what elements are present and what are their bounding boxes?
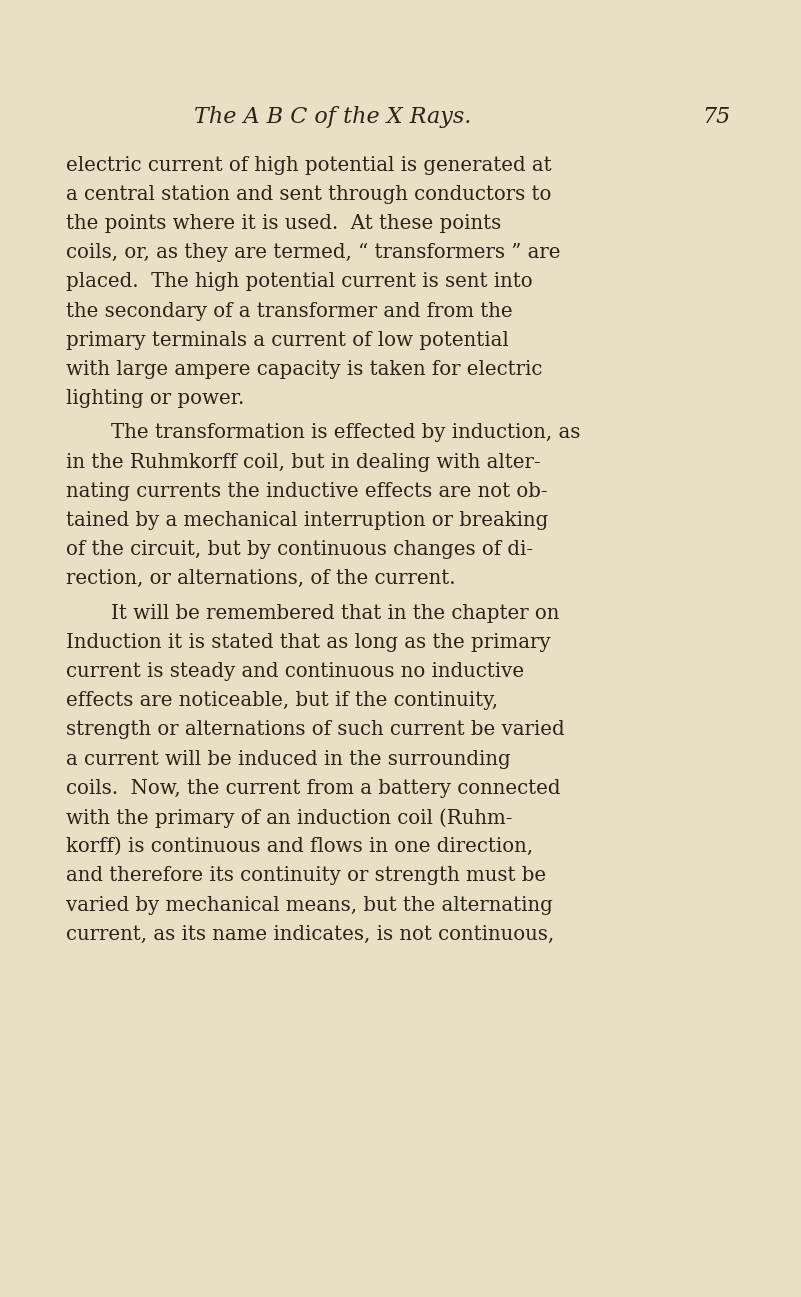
Text: electric current of high potential is generated at: electric current of high potential is ge… (66, 156, 551, 175)
Text: with the primary of an induction coil (Ruhm-: with the primary of an induction coil (R… (66, 808, 512, 827)
Text: the secondary of a transformer and from the: the secondary of a transformer and from … (66, 301, 513, 320)
Text: the points where it is used.  At these points: the points where it is used. At these po… (66, 214, 501, 233)
Text: It will be remembered that in the chapter on: It will be remembered that in the chapte… (111, 603, 559, 623)
Text: coils, or, as they are termed, “ transformers ” are: coils, or, as they are termed, “ transfo… (66, 243, 560, 262)
Text: effects are noticeable, but if the continuity,: effects are noticeable, but if the conti… (66, 691, 497, 711)
Text: nating currents the inductive effects are not ob-: nating currents the inductive effects ar… (66, 481, 547, 501)
Text: lighting or power.: lighting or power. (66, 389, 244, 409)
Text: placed.  The high potential current is sent into: placed. The high potential current is se… (66, 272, 533, 292)
Text: current, as its name indicates, is not continuous,: current, as its name indicates, is not c… (66, 925, 554, 944)
Text: a current will be induced in the surrounding: a current will be induced in the surroun… (66, 750, 510, 769)
Text: and therefore its continuity or strength must be: and therefore its continuity or strength… (66, 866, 545, 886)
Text: primary terminals a current of low potential: primary terminals a current of low poten… (66, 331, 509, 350)
Text: The A B C of the X Rays.: The A B C of the X Rays. (194, 106, 471, 128)
Text: tained by a mechanical interruption or breaking: tained by a mechanical interruption or b… (66, 511, 548, 530)
Text: in the Ruhmkorff coil, but in dealing with alter-: in the Ruhmkorff coil, but in dealing wi… (66, 453, 541, 472)
Text: with large ampere capacity is taken for electric: with large ampere capacity is taken for … (66, 359, 542, 379)
Text: current is steady and continuous no inductive: current is steady and continuous no indu… (66, 661, 524, 681)
Text: varied by mechanical means, but the alternating: varied by mechanical means, but the alte… (66, 895, 553, 914)
Text: Induction it is stated that as long as the primary: Induction it is stated that as long as t… (66, 633, 550, 652)
Text: of the circuit, but by continuous changes of di-: of the circuit, but by continuous change… (66, 540, 533, 559)
Text: a central station and sent through conductors to: a central station and sent through condu… (66, 185, 551, 204)
Text: rection, or alternations, of the current.: rection, or alternations, of the current… (66, 569, 455, 589)
Text: 75: 75 (702, 106, 731, 128)
Text: coils.  Now, the current from a battery connected: coils. Now, the current from a battery c… (66, 778, 560, 798)
Text: korff) is continuous and flows in one direction,: korff) is continuous and flows in one di… (66, 837, 533, 856)
Text: The transformation is effected by induction, as: The transformation is effected by induct… (111, 423, 580, 442)
Text: strength or alternations of such current be varied: strength or alternations of such current… (66, 720, 565, 739)
